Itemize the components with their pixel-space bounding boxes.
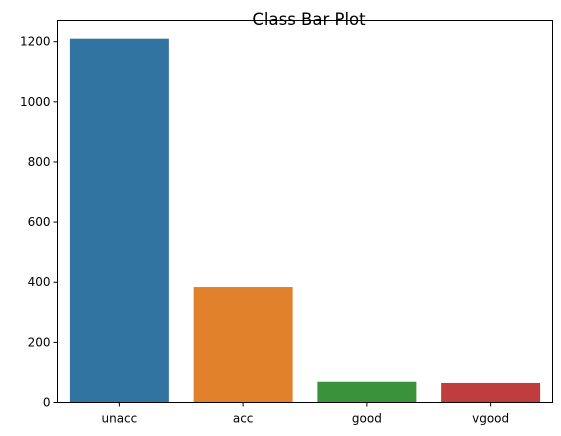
y-tick-label: 0 (43, 396, 51, 410)
y-tick-label: 1000 (20, 95, 51, 109)
bar-good (317, 381, 417, 403)
y-tick-label: 400 (28, 275, 51, 289)
x-tick-label: unacc (101, 412, 137, 426)
bar-vgood (441, 382, 541, 403)
y-tick-label: 800 (28, 155, 51, 169)
plot-frame (57, 20, 553, 403)
x-tick-label: vgood (472, 412, 509, 426)
x-tick-label: good (352, 412, 382, 426)
x-tick-label: acc (233, 412, 254, 426)
bars-group (69, 38, 541, 403)
bar-acc (193, 287, 293, 403)
y-tick-label: 200 (28, 335, 51, 349)
y-tick-label: 600 (28, 215, 51, 229)
chart-title: Class Bar Plot (252, 10, 366, 29)
x-axis: unacc acc good vgood (101, 402, 509, 426)
y-tick-label: 1200 (20, 35, 51, 49)
bar-unacc (69, 38, 169, 403)
y-axis: 0 200 400 600 800 1000 1200 (20, 35, 58, 410)
